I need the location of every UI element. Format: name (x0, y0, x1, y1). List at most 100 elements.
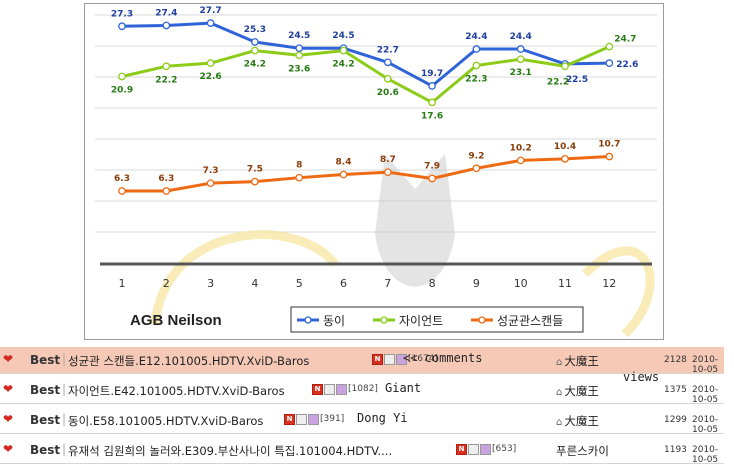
data-point (428, 82, 436, 90)
data-label: 17.6 (421, 111, 443, 121)
data-label: 10.2 (510, 143, 532, 153)
data-point (516, 55, 525, 64)
post-row[interactable]: ❤ Best | 동이.E58.101005.HDTV.XviD-Baros N [391… (0, 407, 724, 435)
separator: | (62, 412, 67, 426)
data-label: 24.4 (465, 32, 487, 42)
file-icon (480, 444, 491, 455)
data-label: 6.3 (114, 174, 130, 184)
post-title-link[interactable]: 성균관 스캔들.E12.101005.HDTV.XviD-Baros (68, 354, 310, 368)
data-point (428, 98, 436, 107)
image-file-icon (384, 354, 395, 365)
best-badge: Best (30, 383, 61, 397)
data-point (118, 22, 126, 31)
data-point (383, 168, 392, 177)
data-point (162, 187, 171, 195)
data-label: 27.7 (199, 6, 221, 16)
view-count: 1375 (664, 385, 687, 395)
data-label: 23.6 (288, 64, 310, 74)
post-row[interactable]: ❤ Best | 자이언트.E42.101005.HDTV.XviD-Baros N [1… (0, 377, 724, 405)
data-label: 10.4 (554, 142, 576, 152)
data-label: 7.3 (203, 166, 219, 176)
data-point (383, 58, 392, 67)
author[interactable]: ⌂ 大魔王 (556, 353, 599, 369)
data-label: 10.7 (598, 140, 620, 150)
legend-marker (380, 316, 388, 324)
views-annotation: views (623, 370, 660, 384)
heart-icon: ❤ (3, 412, 14, 426)
data-label: 27.4 (155, 8, 177, 18)
post-title-link[interactable]: 유재석 김원희의 놀러와.E309.부산사나이 특집.101004.HDTV..… (68, 444, 393, 458)
user-icon: ⌂ (556, 387, 563, 398)
legend-marker (304, 316, 312, 324)
data-point (295, 51, 304, 60)
watermark-cat (375, 154, 455, 287)
data-label: 23.1 (510, 68, 532, 78)
view-count: 2128 (664, 355, 687, 365)
data-point (206, 59, 215, 67)
data-point (118, 72, 126, 81)
rating-chart: 1 2 3 4 5 6 7 8 9 10 11 12 27.3 27.4 27.7 25.3 24.5 24.5 2… (84, 3, 664, 340)
handwritten-note: Giant (385, 381, 422, 395)
data-label: 22.6 (199, 72, 221, 82)
x-tick-label: 8 (429, 277, 436, 290)
image-file-icon (468, 444, 479, 455)
x-tick-label: 10 (514, 277, 528, 290)
comment-count[interactable]: [1674] (408, 354, 438, 364)
data-label: 24.2 (332, 60, 354, 70)
author[interactable]: ⌂ 大魔王 (556, 413, 599, 429)
author-name: 푸른스카이 (556, 444, 609, 458)
comment-count[interactable]: [1082] (348, 384, 378, 394)
data-point (605, 42, 614, 51)
data-label: 9.2 (468, 151, 484, 161)
post-date: 2010-10-05 (692, 445, 719, 465)
heart-icon: ❤ (3, 442, 14, 456)
legend-box (290, 306, 584, 333)
post-row[interactable]: ❤ Best | 유재석 김원희의 놀러와.E309.부산사나이 특집.101004.… (0, 437, 724, 465)
data-point (118, 187, 126, 195)
author[interactable]: 푸른스카이 (556, 443, 609, 459)
handwritten-note: Dong Yi (357, 411, 408, 425)
post-date: 2010-10-05 (692, 415, 719, 435)
data-label: 27.3 (111, 9, 133, 19)
data-label: 19.7 (421, 69, 443, 79)
data-point (605, 152, 614, 161)
post-row[interactable]: ❤ Best | 성균관 스캔들.E12.101005.HDTV.XviD-Baros… (0, 347, 724, 375)
watermark-arc (150, 230, 339, 325)
best-badge: Best (30, 413, 61, 427)
source-label: AGB Neilson (130, 312, 222, 329)
handwritten-note: << comments (403, 351, 483, 365)
view-count: 1193 (664, 445, 687, 455)
post-title-link[interactable]: 자이언트.E42.101005.HDTV.XviD-Baros (68, 384, 285, 398)
file-icon (308, 414, 319, 425)
data-label: 22.2 (155, 75, 177, 85)
data-point (339, 170, 348, 179)
comment-count[interactable]: [653] (492, 444, 517, 454)
legend-marker (478, 316, 486, 324)
data-point (516, 156, 525, 165)
post-title-link[interactable]: 동이.E58.101005.HDTV.XviD-Baros (68, 414, 264, 428)
series-line-3 (122, 155, 610, 193)
data-point (206, 19, 215, 27)
data-point (561, 62, 569, 71)
data-label: 20.9 (111, 85, 133, 95)
x-tick-label: 5 (296, 277, 303, 290)
author-name: 大魔王 (564, 414, 599, 428)
data-point (472, 164, 481, 173)
data-point (162, 62, 171, 71)
plot-area (95, 9, 657, 264)
file-icon (336, 384, 347, 395)
data-point (339, 46, 348, 55)
author[interactable]: ⌂ 大魔王 (556, 383, 599, 399)
data-label: 22.3 (465, 74, 487, 84)
data-label: 22.5 (566, 75, 588, 85)
file-icon (396, 354, 407, 365)
data-label: 6.3 (158, 174, 174, 184)
best-badge: Best (30, 353, 61, 367)
data-label: 8.4 (336, 158, 352, 168)
comment-count[interactable]: [391] (320, 414, 345, 424)
data-point (162, 21, 171, 30)
data-label: 20.6 (377, 88, 399, 98)
data-label: 22.2 (547, 77, 569, 87)
separator: | (62, 352, 67, 366)
data-point (428, 174, 436, 183)
